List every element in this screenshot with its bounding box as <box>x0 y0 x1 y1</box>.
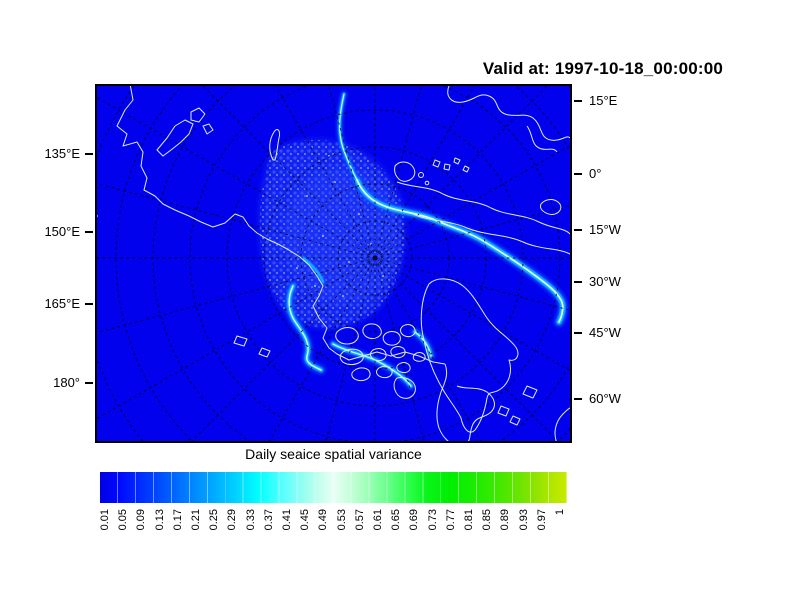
colorbar-caption: Daily seaice spatial variance <box>245 446 422 462</box>
axis-tick-label-right: 15°E <box>589 93 618 108</box>
axis-tick-right <box>574 281 582 283</box>
axis-tick-label-right: 60°W <box>589 391 621 406</box>
axis-tick-right <box>574 229 582 231</box>
colorbar-tick-label: 0.29 <box>226 509 239 531</box>
colorbar-tick-label: 0.13 <box>153 509 166 531</box>
colorbar-tick-label: 0.53 <box>335 509 348 531</box>
colorbar-tick-label: 0.97 <box>535 509 548 531</box>
colorbar <box>100 472 567 503</box>
axis-tick-label-right: 30°W <box>589 274 621 289</box>
figure-title: Valid at: 1997-10-18_00:00:00 <box>482 59 724 78</box>
axis-tick-right <box>574 100 582 102</box>
colorbar-tick-label: 0.45 <box>299 509 312 531</box>
colorbar-tick-label: 0.37 <box>262 509 275 531</box>
colorbar-tick-label: 1 <box>554 509 566 516</box>
map-canvas <box>97 86 570 441</box>
axis-tick-label-left: 135°E <box>44 146 80 161</box>
axis-tick-left <box>85 153 93 155</box>
colorbar-tick-label: 0.65 <box>390 509 403 531</box>
polar-map <box>95 84 572 443</box>
axis-tick-label-right: 45°W <box>589 325 621 340</box>
coastlines <box>116 86 570 441</box>
axis-tick-label-left: 180° <box>53 375 80 390</box>
colorbar-tick-label: 0.33 <box>244 509 257 531</box>
axis-tick-left <box>85 382 93 384</box>
colorbar-tick-label: 0.93 <box>517 509 530 531</box>
colorbar-tick-label: 0.81 <box>463 509 475 531</box>
colorbar-tick-label: 0.01 <box>99 509 111 531</box>
axis-tick-label-right: 15°W <box>589 222 621 237</box>
axis-tick-right <box>574 398 582 400</box>
colorbar-tick-label: 0.41 <box>281 509 293 531</box>
colorbar-tick-label: 0.69 <box>408 509 421 531</box>
colorbar-tick-label: 0.57 <box>353 509 366 531</box>
colorbar-tick-label: 0.73 <box>426 509 439 531</box>
colorbar-tick-label: 0.89 <box>499 509 512 531</box>
graticule <box>97 86 570 441</box>
axis-tick-label-left: 165°E <box>44 296 80 311</box>
axis-tick-left <box>85 231 93 233</box>
axis-tick-label-right: 0° <box>589 166 602 181</box>
colorbar-tick-label: 0.09 <box>135 509 148 531</box>
ice-pack-texture <box>97 139 406 329</box>
colorbar-tick-label: 0.49 <box>317 509 330 531</box>
colorbar-tick-label: 0.61 <box>372 509 384 531</box>
colorbar-tick-label: 0.77 <box>444 509 457 531</box>
axis-tick-right <box>574 173 582 175</box>
axis-tick-label-left: 150°E <box>44 224 80 239</box>
axis-tick-right <box>574 332 582 334</box>
colorbar-tick-label: 0.17 <box>171 509 184 531</box>
colorbar-tick-label: 0.05 <box>117 509 130 531</box>
colorbar-tick-label: 0.21 <box>190 509 202 531</box>
axis-tick-left <box>85 303 93 305</box>
colorbar-tick-label: 0.25 <box>208 509 221 531</box>
colorbar-tick-label: 0.85 <box>481 509 494 531</box>
